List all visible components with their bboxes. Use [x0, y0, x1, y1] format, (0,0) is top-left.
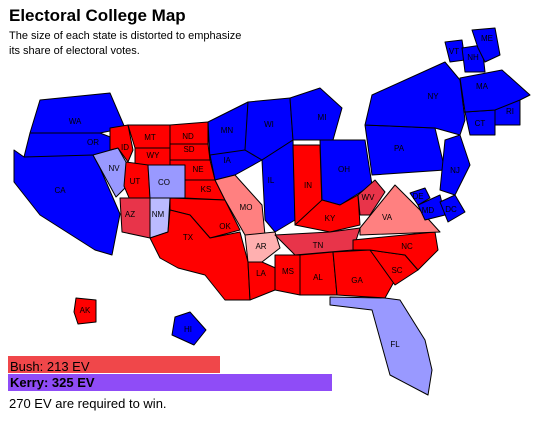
kerry-ev-bar [8, 374, 332, 391]
state-label-ND: ND [182, 132, 194, 141]
state-label-CT: CT [475, 119, 486, 128]
state-label-NH: NH [467, 53, 479, 62]
state-label-MN: MN [221, 126, 234, 135]
state-label-MD: MD [422, 206, 435, 215]
state-NJ[interactable] [439, 134, 471, 196]
state-MI[interactable] [289, 87, 343, 141]
state-DE[interactable] [409, 187, 431, 206]
state-label-CA: CA [54, 186, 66, 195]
state-label-RI: RI [506, 107, 514, 116]
state-label-IA: IA [223, 156, 231, 165]
state-WV[interactable] [357, 179, 386, 216]
state-label-HI: HI [184, 325, 192, 334]
state-label-OR: OR [87, 138, 99, 147]
state-NH[interactable] [461, 44, 486, 73]
win-threshold-note: 270 EV are required to win. [9, 396, 167, 411]
state-label-VA: VA [382, 213, 393, 222]
state-WA[interactable] [29, 92, 126, 134]
state-label-OH: OH [338, 165, 350, 174]
state-label-OK: OK [219, 222, 231, 231]
state-label-NY: NY [427, 92, 439, 101]
state-label-AK: AK [80, 306, 91, 315]
bush-ev-bar [8, 356, 220, 373]
map-title: Electoral College Map [9, 6, 186, 25]
state-label-MO: MO [240, 203, 253, 212]
state-CA[interactable] [13, 149, 121, 256]
state-HI[interactable] [171, 311, 207, 346]
state-label-TX: TX [183, 233, 194, 242]
state-label-SD: SD [183, 145, 194, 154]
state-label-IN: IN [304, 181, 312, 190]
state-label-CO: CO [158, 178, 170, 187]
state-label-VT: VT [449, 47, 459, 56]
state-label-WA: WA [69, 117, 82, 126]
map-subtitle-line2: its share of electoral votes. [9, 45, 140, 57]
state-labels: WA OR CA NV ID MT WY UT AZ CO NM ND SD N… [54, 34, 514, 349]
state-label-NV: NV [108, 164, 120, 173]
state-label-DC: DC [445, 205, 457, 214]
state-label-PA: PA [394, 144, 405, 153]
state-DC[interactable] [439, 194, 466, 223]
bush-ev-label: Bush: 213 EV [10, 359, 90, 374]
state-PA[interactable] [364, 124, 446, 176]
state-label-WI: WI [264, 120, 274, 129]
state-label-TN: TN [313, 241, 324, 250]
state-label-MI: MI [318, 113, 327, 122]
state-label-NJ: NJ [450, 166, 460, 175]
state-NY[interactable] [364, 61, 466, 136]
state-label-NC: NC [401, 242, 413, 251]
state-AR[interactable] [244, 231, 281, 263]
state-label-AL: AL [313, 273, 323, 282]
state-IA[interactable] [209, 149, 263, 181]
state-label-IL: IL [268, 176, 275, 185]
state-label-FL: FL [390, 340, 400, 349]
state-NC[interactable] [352, 231, 439, 271]
state-label-KS: KS [201, 185, 212, 194]
map-subtitle-line1: The size of each state is distorted to e… [9, 30, 242, 42]
state-label-MS: MS [282, 267, 294, 276]
state-MA[interactable] [459, 69, 531, 113]
state-ME[interactable] [471, 27, 501, 63]
state-FL[interactable] [329, 296, 433, 396]
state-OH[interactable] [319, 139, 373, 206]
state-label-WV: WV [362, 193, 376, 202]
state-label-MA: MA [476, 82, 489, 91]
state-label-KY: KY [325, 214, 336, 223]
state-label-AZ: AZ [125, 210, 135, 219]
state-AK[interactable] [73, 297, 97, 325]
state-label-SC: SC [391, 266, 402, 275]
state-label-LA: LA [256, 269, 266, 278]
state-label-GA: GA [351, 276, 363, 285]
state-label-ID: ID [121, 143, 129, 152]
state-TN[interactable] [274, 227, 361, 256]
state-label-UT: UT [130, 177, 141, 186]
kerry-ev-label: Kerry: 325 EV [10, 375, 95, 390]
state-label-NE: NE [192, 165, 203, 174]
state-IL[interactable] [261, 139, 296, 233]
state-label-DE: DE [412, 192, 423, 201]
state-label-AR: AR [255, 242, 266, 251]
state-label-WY: WY [147, 151, 161, 160]
state-label-MT: MT [144, 133, 156, 142]
state-label-ME: ME [481, 34, 493, 43]
state-label-NM: NM [152, 210, 165, 219]
